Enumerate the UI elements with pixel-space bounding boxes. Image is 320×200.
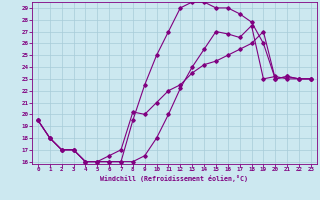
X-axis label: Windchill (Refroidissement éolien,°C): Windchill (Refroidissement éolien,°C) — [100, 175, 248, 182]
